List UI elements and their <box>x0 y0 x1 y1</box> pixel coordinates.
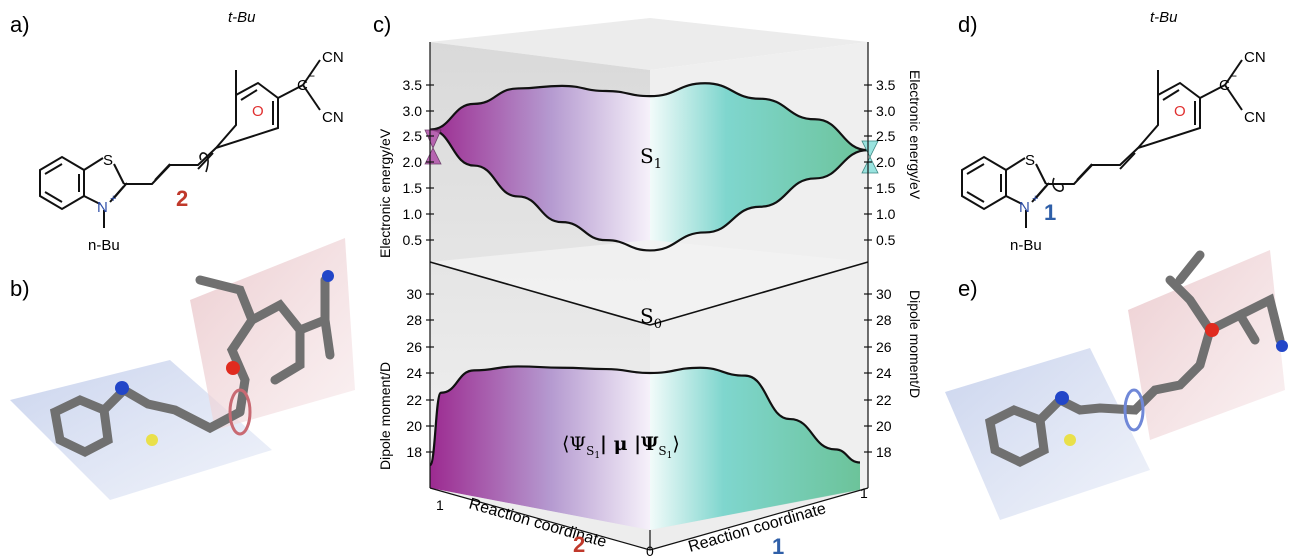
oxygen-label-right: O <box>1174 103 1186 120</box>
tbu-label-left: t-Bu <box>228 9 256 26</box>
energy-tick-right-5: 3.0 <box>876 103 896 119</box>
conical-intersection-left <box>424 129 442 165</box>
reaction-axis-right-number: 1 <box>772 534 784 556</box>
nitrogen-label-left: N <box>97 199 108 216</box>
dipole-surface-right <box>650 367 860 530</box>
energy-ticks-right <box>864 84 872 241</box>
tbu-label-right: t-Bu <box>1150 9 1178 26</box>
reaction-axis-left-number: 2 <box>573 532 585 556</box>
molecule-model-right <box>945 250 1288 520</box>
conical-intersection-right <box>861 140 879 174</box>
carbanion-charge-right: − <box>1230 69 1237 83</box>
dipole-tick-left-0: 18 <box>406 444 422 460</box>
energy-tick-right-4: 2.5 <box>876 128 896 144</box>
dipole-ticks-right <box>864 293 872 453</box>
reaction-axis-right-tick-1: 1 <box>860 485 868 501</box>
carbanion-label-left: C <box>297 77 308 94</box>
s0-label: S0 <box>640 304 662 332</box>
energy-tick-left-3: 2.0 <box>403 154 423 170</box>
panel-divider-plane <box>430 240 868 325</box>
energy-surface-right <box>650 83 868 251</box>
energy-tick-left-4: 2.5 <box>403 128 423 144</box>
molecule-structure-left <box>39 59 321 228</box>
energy-dipole-chart: 0.5 1.0 1.5 2.0 2.5 3.0 3.5 0.5 1.0 1.5 … <box>377 18 923 556</box>
energy-surface-left <box>430 85 650 251</box>
carbanion-label-right: C <box>1219 77 1230 94</box>
molecule-model-left <box>10 238 355 500</box>
energy-tick-right-2: 1.5 <box>876 180 896 196</box>
energy-tick-right-6: 3.5 <box>876 77 896 93</box>
dipole-axis-label-left: Dipole moment/D <box>377 362 393 470</box>
nbu-label-left: n-Bu <box>88 237 120 254</box>
dipole-tick-right-1: 20 <box>876 418 892 434</box>
dipole-tick-right-3: 24 <box>876 365 892 381</box>
energy-tick-left-6: 3.5 <box>403 77 423 93</box>
cn-bottom-label-left: CN <box>322 109 344 126</box>
dipole-curve <box>428 365 861 467</box>
dipole-tick-right-5: 28 <box>876 312 892 328</box>
dipole-ticks-left <box>426 293 434 453</box>
energy-ticks-left <box>426 84 434 241</box>
energy-tick-right-1: 1.0 <box>876 206 896 222</box>
cn-bottom-label-right: CN <box>1244 109 1266 126</box>
s1-label: S1 <box>640 144 662 172</box>
dipole-tick-left-1: 20 <box>406 418 422 434</box>
panel-label-e: e) <box>958 276 978 301</box>
dipole-tick-left-4: 26 <box>406 339 422 355</box>
energy-tick-left-5: 3.0 <box>403 103 423 119</box>
box-top-face <box>430 18 868 70</box>
energy-axis-label-left: Electronic energy/eV <box>377 128 393 258</box>
bond-number-right: 1 <box>1044 200 1056 225</box>
dipole-expression: ⟨ΨS1| μ |ΨS1⟩ <box>562 433 680 461</box>
panel-label-d: d) <box>958 12 978 37</box>
panel-label-a: a) <box>10 12 30 37</box>
panel-label-b: b) <box>10 276 30 301</box>
box-floor <box>430 488 868 550</box>
energy-tick-right-3: 2.0 <box>876 154 896 170</box>
sulfur-label-right: S <box>1025 152 1035 169</box>
cn-top-label-right: CN <box>1244 49 1266 66</box>
nbu-label-right: n-Bu <box>1010 237 1042 254</box>
dipole-axis-label-right: Dipole moment/D <box>907 290 923 398</box>
dipole-tick-left-3: 24 <box>406 365 422 381</box>
dipole-tick-right-6: 30 <box>876 286 892 302</box>
s0-curve <box>429 128 869 252</box>
cn-top-label-left: CN <box>322 49 344 66</box>
dipole-surface-left <box>430 366 650 530</box>
reaction-axis-origin: 0 <box>646 543 654 556</box>
sulfur-label-left: S <box>103 152 113 169</box>
energy-axis-label-right: Electronic energy/eV <box>907 70 923 200</box>
nitrogen-label-right: N <box>1019 199 1030 216</box>
molecule-structure-right <box>961 59 1243 228</box>
nitrogen-charge-left: + <box>110 193 116 205</box>
reaction-axis-left-tick-1: 1 <box>436 497 444 513</box>
oxygen-label-left: O <box>252 103 264 120</box>
dipole-tick-right-2: 22 <box>876 392 892 408</box>
dipole-tick-right-0: 18 <box>876 444 892 460</box>
dipole-tick-left-5: 28 <box>406 312 422 328</box>
s1-curve <box>429 82 869 152</box>
energy-tick-left-1: 1.0 <box>403 206 423 222</box>
energy-tick-right-0: 0.5 <box>876 232 896 248</box>
carbanion-charge-left: − <box>308 69 315 83</box>
nitrogen-charge-right: + <box>1032 193 1038 205</box>
energy-tick-left-0: 0.5 <box>403 232 423 248</box>
energy-tick-left-2: 1.5 <box>403 180 423 196</box>
dipole-tick-right-4: 26 <box>876 339 892 355</box>
bond-number-left: 2 <box>176 186 188 211</box>
dipole-tick-left-2: 22 <box>406 392 422 408</box>
panel-label-c: c) <box>373 12 391 37</box>
dipole-tick-left-6: 30 <box>406 286 422 302</box>
